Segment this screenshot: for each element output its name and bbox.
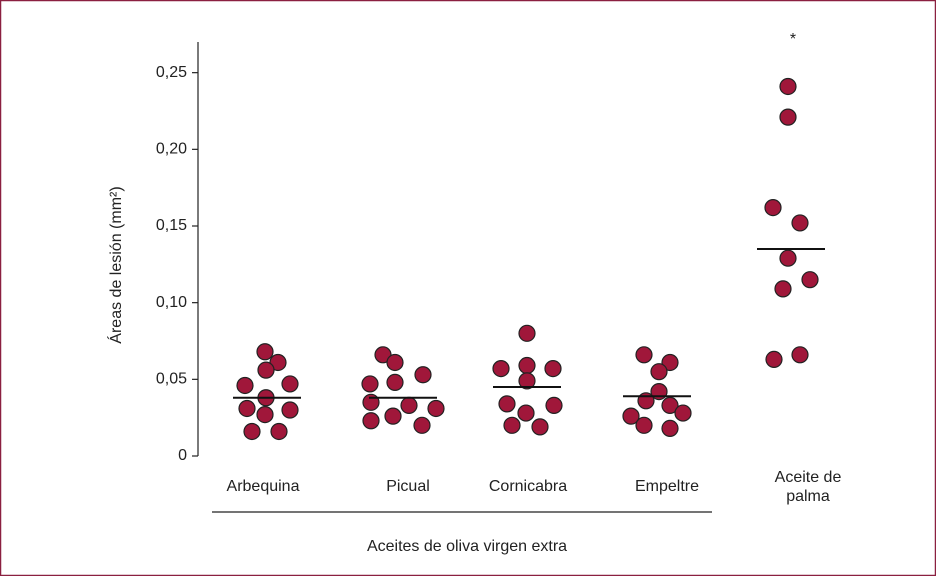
dot: [531, 418, 549, 436]
dot: [765, 350, 783, 368]
dot: [650, 363, 668, 381]
dot: [498, 395, 516, 413]
y-axis-label: Áreas de lesión (mm²): [106, 186, 125, 343]
dot: [400, 396, 418, 414]
dot: [764, 199, 782, 217]
dot: [256, 406, 274, 424]
dot: [374, 346, 392, 364]
dot: [779, 108, 797, 126]
x-tick-label: Empeltre: [634, 478, 700, 495]
dot: [545, 396, 563, 414]
dot: [256, 343, 274, 361]
y-tick-label: 0,25: [156, 64, 187, 81]
dot: [281, 401, 299, 419]
dot: [774, 280, 792, 298]
dot: [779, 77, 797, 96]
dot: [257, 361, 275, 379]
dot: [503, 416, 521, 434]
x-tick-label: Cornicabra: [488, 478, 568, 495]
y-tick-label: 0,20: [156, 141, 187, 158]
dot: [544, 360, 562, 378]
dot: [427, 399, 445, 418]
y-tick-label: 0: [178, 447, 187, 464]
dot: [238, 399, 256, 418]
x-tick-label: Picual: [386, 478, 430, 495]
dot: [661, 396, 679, 414]
x-tick-label: Aceite de palma: [774, 469, 842, 505]
dot: [517, 404, 535, 422]
dot: [622, 407, 640, 425]
dot: [236, 376, 254, 395]
dot: [661, 353, 679, 372]
dot: [269, 353, 287, 372]
dot: [518, 324, 536, 342]
x-axis-label: Aceites de oliva virgen extra: [367, 538, 567, 555]
dot: [386, 353, 404, 372]
dot: [386, 373, 404, 391]
dot: [791, 346, 809, 364]
dot: [414, 366, 432, 384]
dot: [361, 375, 379, 393]
dot: [281, 375, 299, 393]
y-tick-label: 0,10: [156, 294, 187, 311]
dot: [270, 422, 288, 441]
y-tick-label: 0,15: [156, 217, 187, 234]
dot: [243, 422, 261, 441]
dot: [635, 346, 653, 364]
dot: [801, 271, 819, 289]
x-tick-label: Arbequina: [226, 478, 300, 495]
dot: [413, 416, 431, 434]
dot: [492, 360, 510, 378]
dot: [661, 419, 679, 437]
dot: [362, 412, 380, 430]
dot: [635, 416, 653, 434]
dot: [674, 404, 692, 422]
dot: [518, 356, 536, 375]
dot: [384, 407, 402, 425]
y-tick-label: 0,05: [156, 371, 187, 388]
annotation: *: [790, 31, 796, 48]
dot: [518, 372, 536, 390]
dot: [637, 392, 655, 410]
dot: [791, 214, 809, 232]
dot: [779, 249, 797, 267]
